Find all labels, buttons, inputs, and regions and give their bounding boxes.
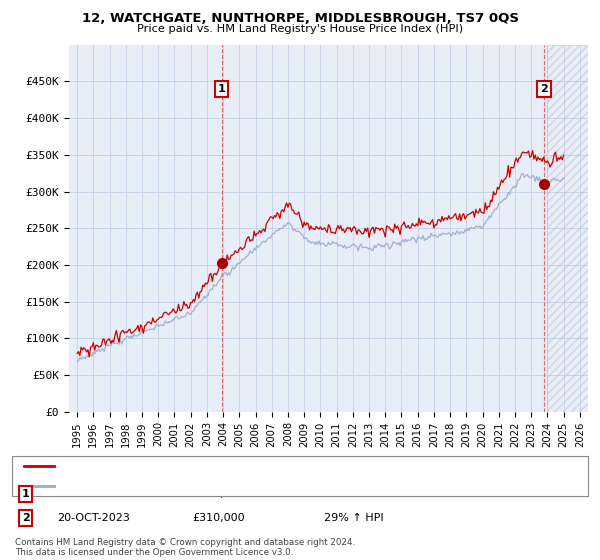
Text: 12, WATCHGATE, NUNTHORPE, MIDDLESBROUGH, TS7 0QS: 12, WATCHGATE, NUNTHORPE, MIDDLESBROUGH,… [82,12,518,25]
Text: 05-DEC-2003: 05-DEC-2003 [57,489,130,499]
Text: 1: 1 [218,84,226,94]
Text: 20-OCT-2023: 20-OCT-2023 [57,513,130,523]
Text: 2: 2 [540,84,548,94]
Text: Contains HM Land Registry data © Crown copyright and database right 2024.
This d: Contains HM Land Registry data © Crown c… [15,538,355,557]
Text: HPI: Average price, detached house, Middlesbrough: HPI: Average price, detached house, Midd… [63,480,321,491]
Text: 67% ↑ HPI: 67% ↑ HPI [324,489,383,499]
Text: 29% ↑ HPI: 29% ↑ HPI [324,513,383,523]
Text: 12, WATCHGATE, NUNTHORPE, MIDDLESBROUGH, TS7 0QS (detached house): 12, WATCHGATE, NUNTHORPE, MIDDLESBROUGH,… [63,461,447,472]
Text: 2: 2 [22,513,29,523]
Text: Price paid vs. HM Land Registry's House Price Index (HPI): Price paid vs. HM Land Registry's House … [137,24,463,34]
Text: £202,000: £202,000 [192,489,245,499]
Text: £310,000: £310,000 [192,513,245,523]
Text: 1: 1 [22,489,29,499]
